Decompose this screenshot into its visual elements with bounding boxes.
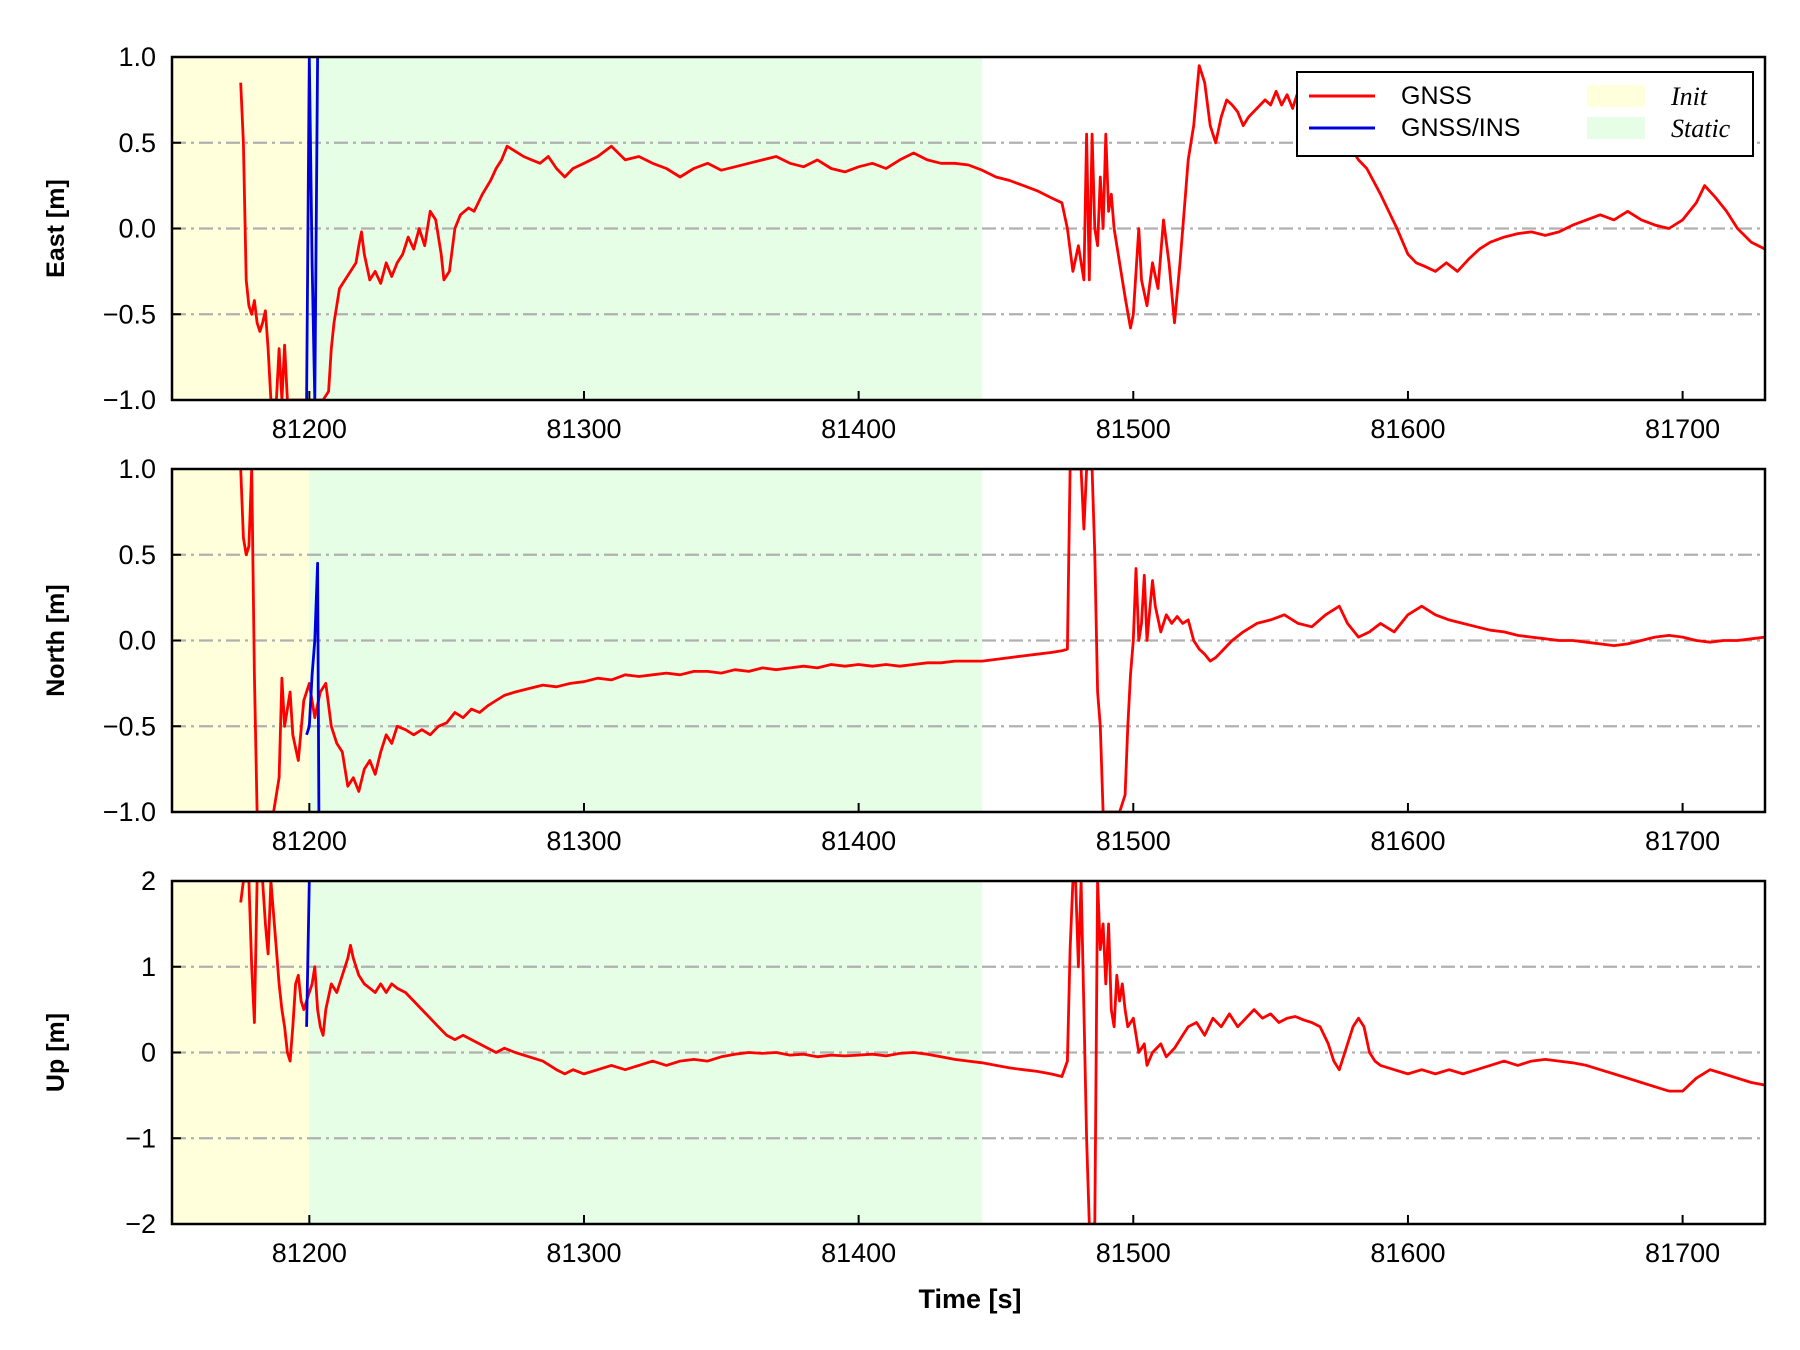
series-line-gnss xyxy=(239,469,1765,812)
x-tick-label: 81600 xyxy=(1370,414,1445,444)
series-line-gnss-ins xyxy=(305,881,311,1027)
x-axis-label: Time [s] xyxy=(918,1284,1021,1314)
series-line-gnss-ins xyxy=(305,561,321,812)
legend: GNSS GNSS/INS Init Static xyxy=(1296,71,1754,157)
x-tick-label: 81600 xyxy=(1370,1238,1445,1268)
x-tick-label: 81200 xyxy=(272,1238,347,1268)
y-tick-label: −1 xyxy=(125,1123,156,1153)
y-tick-label: 0.5 xyxy=(118,540,156,570)
series-group xyxy=(239,881,1765,1224)
y-tick-label: 0.0 xyxy=(118,626,156,656)
y-tick-label: 0.0 xyxy=(118,214,156,244)
x-tick-label: 81500 xyxy=(1096,1238,1171,1268)
legend-label: GNSS/INS xyxy=(1401,114,1520,142)
x-tick-label: 81400 xyxy=(821,1238,896,1268)
x-tick-label: 81300 xyxy=(546,414,621,444)
legend-label: Static xyxy=(1671,114,1731,143)
x-tick-label: 81700 xyxy=(1645,1238,1720,1268)
x-tick-label: 81300 xyxy=(546,1238,621,1268)
legend-box xyxy=(1296,71,1754,157)
x-tick-label: 81200 xyxy=(272,414,347,444)
series-group xyxy=(239,57,1765,400)
x-tick-label: 81700 xyxy=(1645,826,1720,856)
panel-2: −1.0 −0.5 0.0 0.5 1.0 81200 81300 81400 81500 816… xyxy=(42,454,1767,856)
series-line-gnss xyxy=(239,881,1765,1224)
x-tick-label: 81400 xyxy=(821,414,896,444)
x-tick-label: 81200 xyxy=(272,826,347,856)
legend-swatch-static xyxy=(1587,117,1645,139)
y-axis-label: North [m] xyxy=(42,584,70,696)
y-tick-label: −1.0 xyxy=(103,385,156,415)
y-tick-label: 1 xyxy=(141,952,156,982)
y-tick-label: 1.0 xyxy=(118,454,156,484)
y-axis-label: Up [m] xyxy=(42,1013,70,1092)
panel-1: −1.0 −0.5 0.0 0.5 1.0 81200 81300 81400 81500 816… xyxy=(42,42,1767,444)
x-tick-label: 81500 xyxy=(1096,414,1171,444)
y-tick-label: −0.5 xyxy=(103,711,156,741)
y-tick-label: 2 xyxy=(141,866,156,896)
y-tick-label: −2 xyxy=(125,1209,156,1239)
series-line-gnss-ins xyxy=(305,57,319,400)
legend-swatch-init xyxy=(1587,85,1645,107)
y-tick-label: 1.0 xyxy=(118,42,156,72)
y-tick-label: 0.5 xyxy=(118,128,156,158)
panels-layer: −1.0 −0.5 0.0 0.5 1.0 81200 81300 81400 81500 816… xyxy=(42,42,1767,1268)
y-tick-label: 0 xyxy=(141,1038,156,1068)
legend-label: Init xyxy=(1670,82,1708,111)
x-tick-label: 81500 xyxy=(1096,826,1171,856)
panel-3: −2 −1 0 1 2 81200 81300 81400 81500 81600 81700 Up … xyxy=(42,866,1767,1268)
y-axis-label: East [m] xyxy=(42,179,70,278)
x-tick-label: 81400 xyxy=(821,826,896,856)
legend-label: GNSS xyxy=(1401,82,1472,110)
series-group xyxy=(239,469,1765,812)
x-tick-label: 81600 xyxy=(1370,826,1445,856)
series-line-gnss xyxy=(239,64,1765,400)
x-tick-label: 81700 xyxy=(1645,414,1720,444)
y-tick-label: −1.0 xyxy=(103,797,156,827)
y-tick-label: −0.5 xyxy=(103,299,156,329)
x-tick-label: 81300 xyxy=(546,826,621,856)
